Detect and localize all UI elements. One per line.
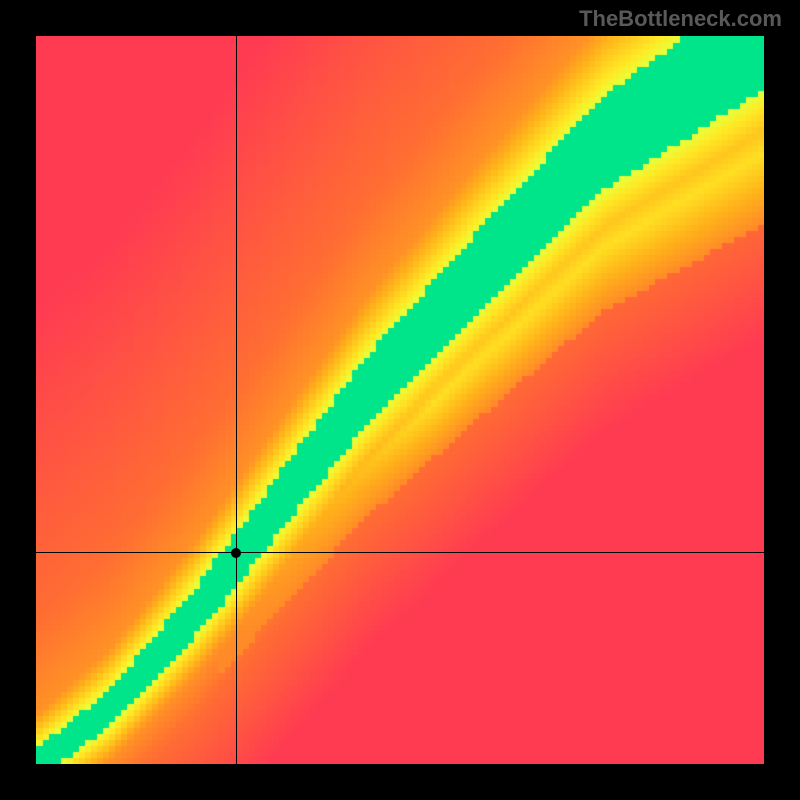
crosshair-horizontal: [36, 552, 764, 553]
watermark-text: TheBottleneck.com: [579, 6, 782, 32]
heatmap-plot: [36, 36, 764, 764]
heatmap-canvas: [36, 36, 764, 764]
crosshair-vertical: [236, 36, 237, 764]
crosshair-marker: [231, 548, 241, 558]
